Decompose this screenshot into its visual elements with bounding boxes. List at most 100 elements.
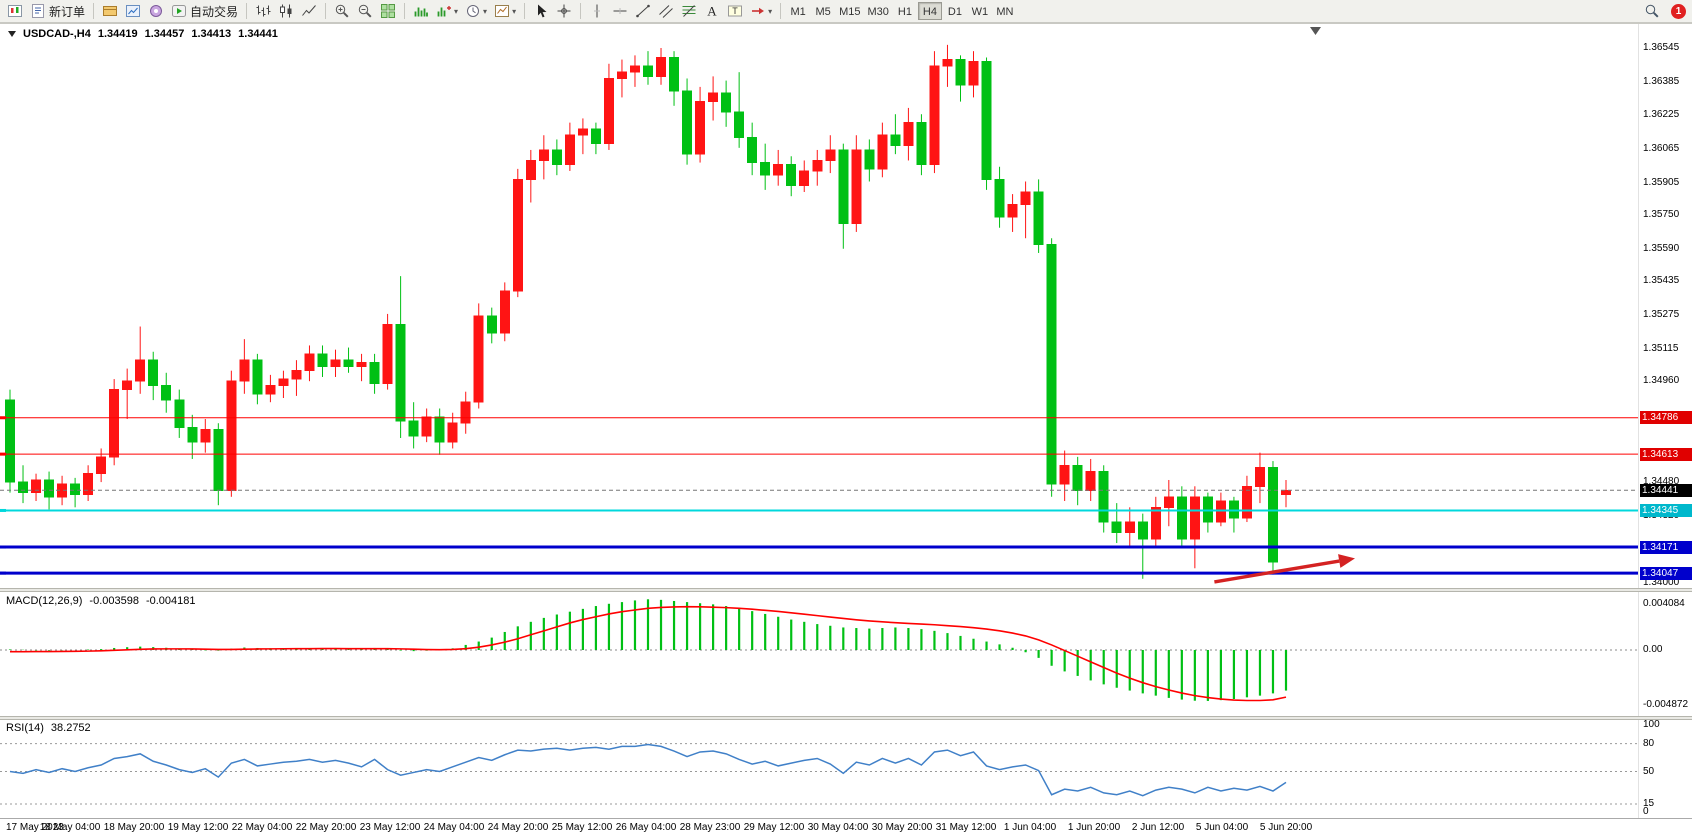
- macd-histogram: [8, 599, 1288, 701]
- time-axis-label: 22 May 04:00: [231, 822, 293, 833]
- time-axis-label: 29 May 12:00: [743, 822, 805, 833]
- svg-text:A: A: [707, 4, 717, 19]
- horizontal-line-icon: [613, 8, 627, 14]
- time-axis-label: 26 May 04:00: [615, 822, 677, 833]
- auto-trading-button[interactable]: 自动交易: [168, 0, 241, 22]
- bar-chart-icon: [256, 5, 271, 17]
- notification-badge[interactable]: 1: [1671, 3, 1686, 19]
- timeframe-m5-button[interactable]: M5: [815, 6, 831, 18]
- rsi-line: [9, 743, 1287, 797]
- time-axis-label: 23 May 12:00: [359, 822, 421, 833]
- trendline-button[interactable]: [632, 0, 654, 22]
- channel-button[interactable]: [655, 0, 677, 22]
- toolbar: 新订单 自动交易 ▾ ▾ ▾ A T ▾ M1 M5 M15 M30 H1 H4 D1 W1 MN 1: [0, 0, 1692, 23]
- time-axis-label: 30 May 04:00: [807, 822, 869, 833]
- timeframe-d1-button[interactable]: D1: [947, 6, 962, 18]
- zoom-in-button[interactable]: [331, 0, 353, 22]
- vertical-line-button[interactable]: [586, 0, 608, 22]
- macd-main-value: -0.003598: [89, 595, 139, 607]
- time-axis-label: 1 Jun 20:00: [1067, 822, 1121, 833]
- time-axis-border: [0, 818, 1692, 819]
- ohlc-close: 1.34441: [238, 28, 278, 40]
- pane-splitter-rsi[interactable]: [0, 716, 1692, 720]
- periods-button[interactable]: ▾: [462, 0, 490, 22]
- time-axis-label: 2 Jun 12:00: [1131, 822, 1185, 833]
- auto-trading-label: 自动交易: [190, 4, 239, 19]
- indicators-list-button[interactable]: ▾: [433, 0, 461, 22]
- new-order-button[interactable]: 新订单: [27, 0, 88, 22]
- time-axis-label: 17 May 2023: [6, 822, 64, 833]
- price-axis-tick: 1.35435: [1643, 275, 1680, 287]
- cursor-icon: [538, 4, 547, 18]
- time-axis-label: 5 Jun 20:00: [1259, 822, 1313, 833]
- price-marker-label: 1.34345: [1640, 503, 1692, 517]
- ohlc-low: 1.34413: [191, 28, 232, 40]
- market-watch-button[interactable]: [99, 0, 121, 22]
- rsi-title: RSI(14) 38.2752: [6, 722, 91, 734]
- timeframe-h4-button[interactable]: H4: [917, 2, 942, 20]
- candlestick-chart-icon: [280, 4, 292, 18]
- new-order-icon: [32, 4, 44, 18]
- rsi-axis-tick: 80: [1643, 737, 1655, 749]
- strategy-tester-button[interactable]: [145, 0, 167, 22]
- zoom-out-icon: [358, 4, 372, 18]
- new-chart-button[interactable]: [4, 0, 26, 22]
- cursor-button[interactable]: [530, 0, 552, 22]
- search-button[interactable]: [1641, 0, 1663, 22]
- line-chart-icon: [302, 5, 316, 16]
- search-icon: [1645, 4, 1659, 18]
- fibonacci-button[interactable]: [678, 0, 700, 22]
- chart-shift-marker[interactable]: [1310, 27, 1321, 35]
- new-order-label: 新订单: [49, 4, 86, 19]
- time-axis-label: 31 May 12:00: [935, 822, 997, 833]
- text-button[interactable]: A: [701, 0, 723, 22]
- toolbar-separator: [246, 3, 248, 19]
- channel-icon: [659, 5, 673, 18]
- macd-title: MACD(12,26,9) -0.003598 -0.004181: [6, 595, 196, 607]
- price-axis-tick: 1.36225: [1643, 109, 1680, 121]
- chevron-down-icon: ▾: [483, 6, 488, 16]
- chart-menu-icon[interactable]: [8, 31, 16, 37]
- crosshair-button[interactable]: [553, 0, 575, 22]
- periods-icon: [467, 5, 480, 17]
- horizontal-line-button[interactable]: [609, 0, 631, 22]
- tile-windows-button[interactable]: [377, 0, 399, 22]
- timeframe-w1-button[interactable]: W1: [971, 6, 989, 18]
- auto-trading-icon: [172, 5, 187, 17]
- bar-chart-button[interactable]: [252, 0, 274, 22]
- toolbar-separator: [524, 3, 526, 19]
- templates-button[interactable]: ▾: [491, 0, 519, 22]
- candles: [5, 44, 1291, 579]
- timeframe-m1-button[interactable]: M1: [790, 6, 806, 18]
- timeframe-m30-button[interactable]: M30: [867, 6, 889, 18]
- macd-label: MACD(12,26,9): [6, 595, 83, 607]
- shapes-button[interactable]: ▾: [747, 0, 775, 22]
- toolbar-separator: [325, 3, 327, 19]
- timeframe-h1-button[interactable]: H1: [897, 6, 912, 18]
- zoom-out-button[interactable]: [354, 0, 376, 22]
- rsi-value: 38.2752: [50, 722, 91, 734]
- zoom-in-icon: [335, 4, 349, 18]
- time-axis-label: 24 May 20:00: [487, 822, 549, 833]
- indicators-button[interactable]: [410, 0, 432, 22]
- macd-axis-tick: 0.004084: [1643, 597, 1685, 609]
- rsi-axis-tick: 15: [1643, 798, 1655, 810]
- line-chart-button[interactable]: [298, 0, 320, 22]
- data-window-button[interactable]: [122, 0, 144, 22]
- chevron-down-icon: ▾: [768, 6, 773, 16]
- text-label-button[interactable]: T: [724, 0, 746, 22]
- trend-arrow-annotation[interactable]: [1214, 554, 1356, 584]
- price-axis-tick: 1.36545: [1643, 42, 1680, 53]
- pane-splitter-macd[interactable]: [0, 588, 1692, 592]
- indicators-icon: [414, 7, 428, 17]
- price-axis-tick: 1.34960: [1643, 375, 1680, 387]
- candlestick-chart-button[interactable]: [275, 0, 297, 22]
- timeframe-m15-button[interactable]: M15: [839, 6, 861, 18]
- timeframe-mn-button[interactable]: MN: [996, 6, 1014, 18]
- time-axis-label: 18 May 04:00: [39, 822, 101, 833]
- chart-title: USDCAD-,H4 1.34419 1.34457 1.34413 1.344…: [8, 28, 278, 40]
- price-axis-tick: 1.35750: [1643, 209, 1680, 221]
- price-axis-tick: 1.36065: [1643, 142, 1680, 154]
